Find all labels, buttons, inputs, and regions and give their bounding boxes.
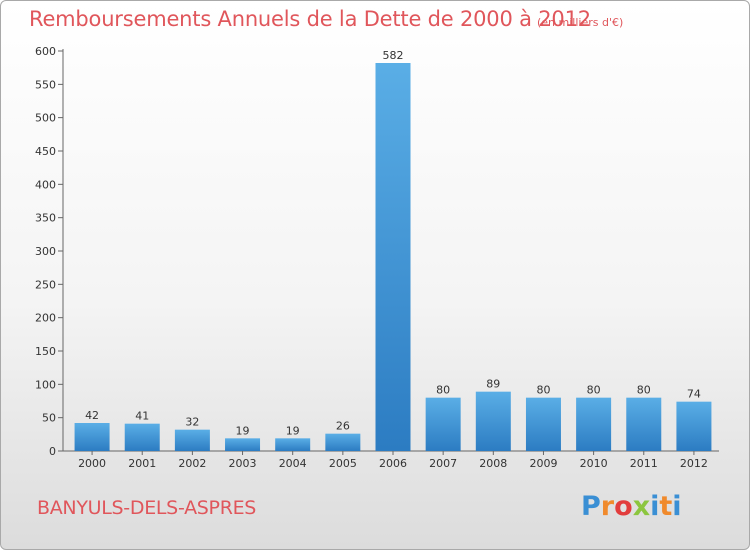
- x-tick-label: 2001: [128, 457, 156, 470]
- bar: [626, 397, 662, 451]
- x-tick-label: 2006: [379, 457, 407, 470]
- data-labels: 42 41 32 19 19 26 582 80 89 80 80 80 74: [85, 49, 701, 437]
- data-label: 74: [687, 388, 701, 401]
- y-tick-label: 600: [35, 45, 56, 58]
- bar: [375, 63, 411, 451]
- brand-letter: i: [672, 491, 682, 522]
- y-tick-label: 500: [35, 112, 56, 125]
- commune-name: BANYULS-DELS-ASPRES: [37, 497, 257, 519]
- axes: 0 50 100 150 200 250 300 350 400 450 500 550 600 2000…: [35, 45, 719, 470]
- data-label: 80: [536, 384, 550, 397]
- x-tick-label: 2010: [580, 457, 608, 470]
- x-tick-label: 2003: [229, 457, 257, 470]
- data-label: 32: [185, 416, 199, 429]
- y-tick-label: 250: [35, 278, 56, 291]
- x-tick-label: 2012: [680, 457, 708, 470]
- brand-letter: o: [614, 491, 633, 522]
- brand-letter: x: [632, 491, 651, 522]
- bar: [174, 429, 210, 451]
- bar: [475, 391, 511, 451]
- y-tick-label: 150: [35, 345, 56, 358]
- data-label: 80: [436, 384, 450, 397]
- bar: [74, 423, 110, 451]
- bar: [425, 397, 461, 451]
- bar: [275, 438, 311, 451]
- y-tick-label: 300: [35, 245, 56, 258]
- bar: [225, 438, 261, 451]
- y-tick-label: 450: [35, 145, 56, 158]
- brand-letter: r: [600, 491, 615, 522]
- proxiti-logo: Proxiti: [581, 491, 682, 522]
- x-tick-label: 2009: [529, 457, 557, 470]
- data-label: 80: [637, 384, 651, 397]
- chart-title: Remboursements Annuels de la Dette de 20…: [29, 7, 591, 31]
- x-tick-label: 2005: [329, 457, 357, 470]
- brand-letter: i: [650, 491, 660, 522]
- data-label: 19: [286, 424, 300, 437]
- x-tick-label: 2002: [178, 457, 206, 470]
- bar: [676, 401, 712, 451]
- data-label: 89: [486, 378, 500, 391]
- data-label: 80: [587, 384, 601, 397]
- bar: [576, 397, 612, 451]
- y-tick-label: 200: [35, 312, 56, 325]
- bar: [525, 397, 561, 451]
- y-tick-label: 400: [35, 178, 56, 191]
- data-label: 26: [336, 420, 350, 433]
- chart-subtitle: (en milliers d'€): [537, 16, 624, 29]
- brand-letter: P: [581, 491, 601, 522]
- data-label: 41: [135, 410, 149, 423]
- y-tick-label: 100: [35, 378, 56, 391]
- y-tick-label: 50: [42, 412, 56, 425]
- x-tick-label: 2000: [78, 457, 106, 470]
- bars: [74, 63, 712, 451]
- y-tick-label: 550: [35, 78, 56, 91]
- y-tick-label: 0: [49, 445, 56, 458]
- data-label: 582: [383, 49, 404, 62]
- x-tick-label: 2007: [429, 457, 457, 470]
- bar: [325, 433, 361, 451]
- x-tick-label: 2011: [630, 457, 658, 470]
- data-label: 42: [85, 409, 99, 422]
- y-tick-label: 350: [35, 212, 56, 225]
- x-tick-label: 2008: [479, 457, 507, 470]
- data-label: 19: [236, 424, 250, 437]
- x-tick-label: 2004: [279, 457, 307, 470]
- brand-letter: t: [659, 491, 673, 522]
- bar: [124, 423, 160, 451]
